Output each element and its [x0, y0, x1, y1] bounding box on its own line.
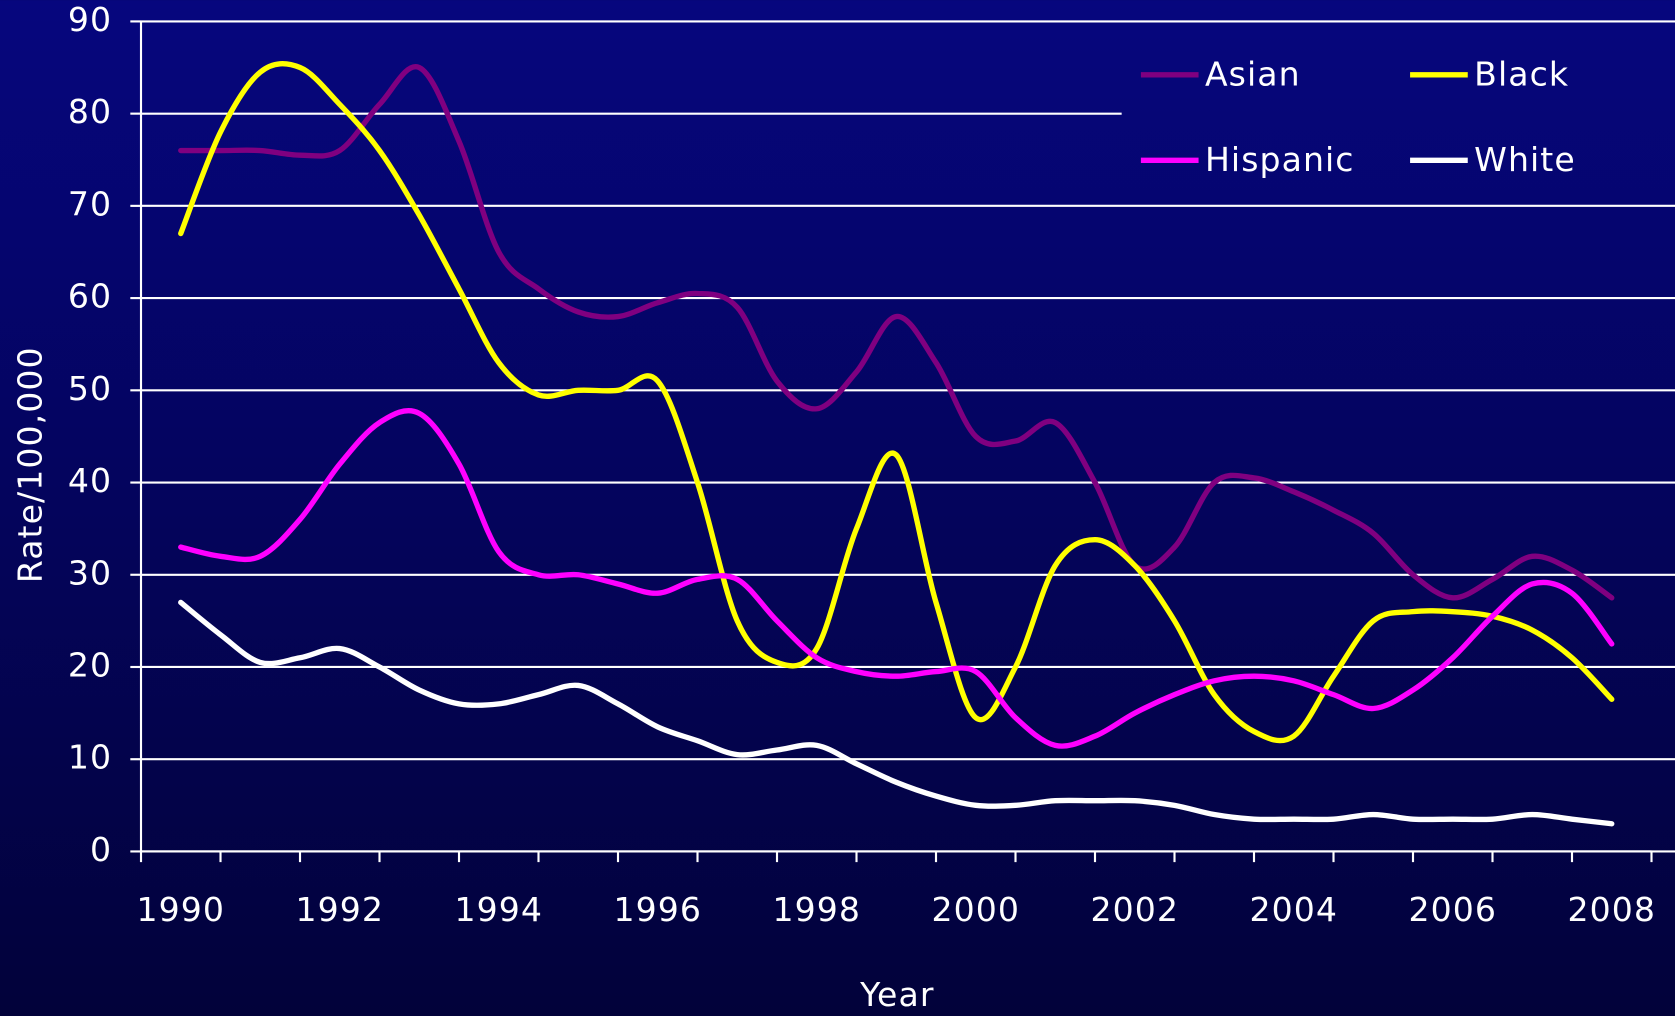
plot-area: [178, 61, 1615, 827]
series-line: [178, 61, 1615, 744]
y-tick-label: 40: [68, 461, 112, 500]
x-tick-label: 1990: [136, 890, 225, 929]
x-tick-label: 1996: [613, 890, 702, 929]
legend-label: Black: [1474, 54, 1569, 93]
x-tick-label: 1998: [772, 890, 861, 929]
x-tick-label: 1994: [454, 890, 543, 929]
y-tick-label: 70: [68, 184, 112, 223]
x-tick-label: 2002: [1090, 890, 1179, 929]
x-tick-label: 2006: [1408, 890, 1497, 929]
legend: Asian Black Hispanic White: [1121, 29, 1675, 201]
x-tick-label: 1992: [295, 890, 384, 929]
x-tick-label: 2004: [1249, 890, 1338, 929]
y-tick-label: 30: [68, 553, 112, 592]
grid: [141, 20, 1675, 853]
series-line: [178, 64, 1615, 601]
y-tick-label: 80: [68, 92, 112, 131]
legend-box: [1121, 29, 1675, 201]
y-tick-label: 10: [68, 738, 112, 777]
x-tick-label: 2008: [1567, 890, 1656, 929]
x-axis-title: Year: [859, 975, 934, 1014]
y-axis-title: Rate/100,000: [11, 346, 50, 583]
legend-label: Asian: [1205, 54, 1301, 93]
series-line: [178, 599, 1615, 827]
legend-label: Hispanic: [1205, 140, 1355, 179]
y-tick-label: 90: [68, 0, 112, 39]
y-tick-label: 0: [90, 830, 112, 869]
y-tick-label: 50: [68, 369, 112, 408]
y-tick-label: 20: [68, 645, 112, 684]
y-tick-label: 60: [68, 277, 112, 316]
series-line: [178, 408, 1615, 749]
legend-label: White: [1474, 140, 1576, 179]
x-tick-label: 2000: [931, 890, 1020, 929]
